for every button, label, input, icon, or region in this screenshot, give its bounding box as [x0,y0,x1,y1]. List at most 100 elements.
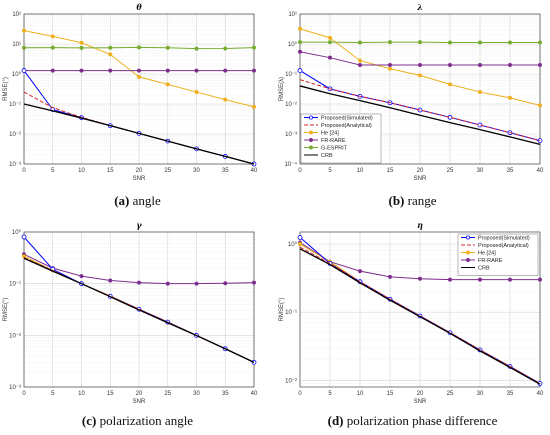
series-line [299,79,541,142]
data-point [223,46,228,51]
legend-marker [466,235,470,240]
data-point [447,277,452,282]
data-point [447,62,452,67]
series-crb [299,248,541,385]
data-point [387,40,392,45]
data-point [21,234,27,240]
legend-marker [466,258,470,262]
data-point [357,62,362,67]
data-point [223,68,228,73]
data-point [165,68,170,73]
series-frrare [297,240,543,282]
chart-c: 10⁻³ 10⁻² 10⁻¹ 10⁰ 0 5 10 15 20 25 30 35 40 γ SNR RMSE(… [3,220,258,405]
data-point [387,62,392,67]
y-tick-label: 10⁰ [288,41,298,48]
data-point [50,34,55,39]
x-tick-label: 5 [51,391,55,397]
data-point [165,281,170,286]
x-tick-label: 25 [164,168,171,174]
data-point [417,62,422,67]
legend-item-frrare: FR-RARE [461,258,503,264]
data-point [387,274,392,279]
x-tick-label: 35 [222,168,229,174]
legend-marker [309,130,313,135]
x-tick-label: 35 [222,391,229,397]
chart-a: 10⁻³ 10⁻² 10⁻¹ 10⁰ 10¹ 10² 0 5 10 15 20 25 30 35 40 θ SN… [3,2,258,182]
data-point [297,234,303,240]
x-tick-label: 40 [251,391,258,397]
data-point [327,55,332,60]
x-tick-label: 10 [357,168,364,174]
data-point [21,68,27,73]
legend-marker [309,145,313,150]
data-point [477,62,482,67]
y-tick-label: 10¹ [12,42,21,48]
data-point [136,68,141,73]
x-tick-label: 20 [417,168,424,174]
data-point [223,97,228,102]
legend-label: Proposed(Simulated) [321,116,373,122]
data-point [50,68,55,73]
data-point [108,278,113,283]
data-point [223,281,228,286]
data-point [108,45,113,50]
y-tick-label: 10⁰ [288,241,298,248]
y-tick-label: 10¹ [288,12,297,18]
x-tick-label: 25 [164,391,171,397]
x-tick-label: 30 [477,391,484,397]
x-tick-label: 0 [22,391,26,397]
y-tick-label: 10⁻¹ [285,310,297,316]
series-gesprit [297,40,543,45]
x-tick-label: 15 [387,391,394,397]
x-tick-label: 0 [298,168,302,174]
data-point [50,45,55,50]
series-he [21,28,256,109]
caption-a: (a) angle [114,193,161,208]
x-tick-label: 35 [507,168,514,174]
legend-label: CRB [321,153,333,159]
data-point [538,40,543,45]
data-point [297,26,302,31]
y-axis-label: RMSE(°) [279,298,285,322]
y-tick-label: 10⁻³ [285,132,297,138]
data-point [477,40,482,45]
y-tick-label: 10⁻¹ [285,72,297,78]
data-point [507,95,512,100]
y-tick-label: 10⁻² [9,333,21,339]
axes-frame [23,231,255,388]
x-tick-label: 30 [193,168,200,174]
x-tick-label: 25 [447,168,454,174]
legend-box [457,233,539,276]
data-point [538,277,543,282]
chart-d: 10⁻² 10⁻¹ 10⁰ 0 5 10 15 20 25 30 35 40 η SNR RMSE(°) Pr… [279,220,544,405]
series-crb [299,85,541,146]
x-tick-label: 5 [51,168,55,174]
legend-item-ana: Proposed(Analytical) [461,243,529,249]
data-point [417,276,422,281]
data-point [194,68,199,73]
legend-item-he: He [24] [304,131,339,137]
series-line [299,248,541,385]
x-tick-label: 5 [328,391,332,397]
series-ana [299,79,541,142]
data-point [79,40,84,45]
y-tick-label: 10² [12,12,21,18]
data-point [477,90,482,95]
x-tick-label: 20 [136,168,143,174]
data-point [447,40,452,45]
legend-item-frrare: FR-RARE [304,138,346,144]
x-tick-label: 40 [537,168,544,174]
axes-frame [299,13,541,165]
caption-c: (c) polarization angle [81,413,194,428]
data-point [108,52,113,57]
x-tick-label: 40 [537,391,544,397]
data-point [251,68,256,73]
x-tick-label: 15 [107,391,114,397]
legend-marker [466,250,470,255]
data-point [327,40,332,45]
series-line [23,103,255,165]
x-tick-label: 30 [193,391,200,397]
x-tick-label: 30 [477,168,484,174]
legend-item-gesprit: G-ESPRIT [304,146,348,152]
legend-label: FR-RARE [321,138,346,144]
